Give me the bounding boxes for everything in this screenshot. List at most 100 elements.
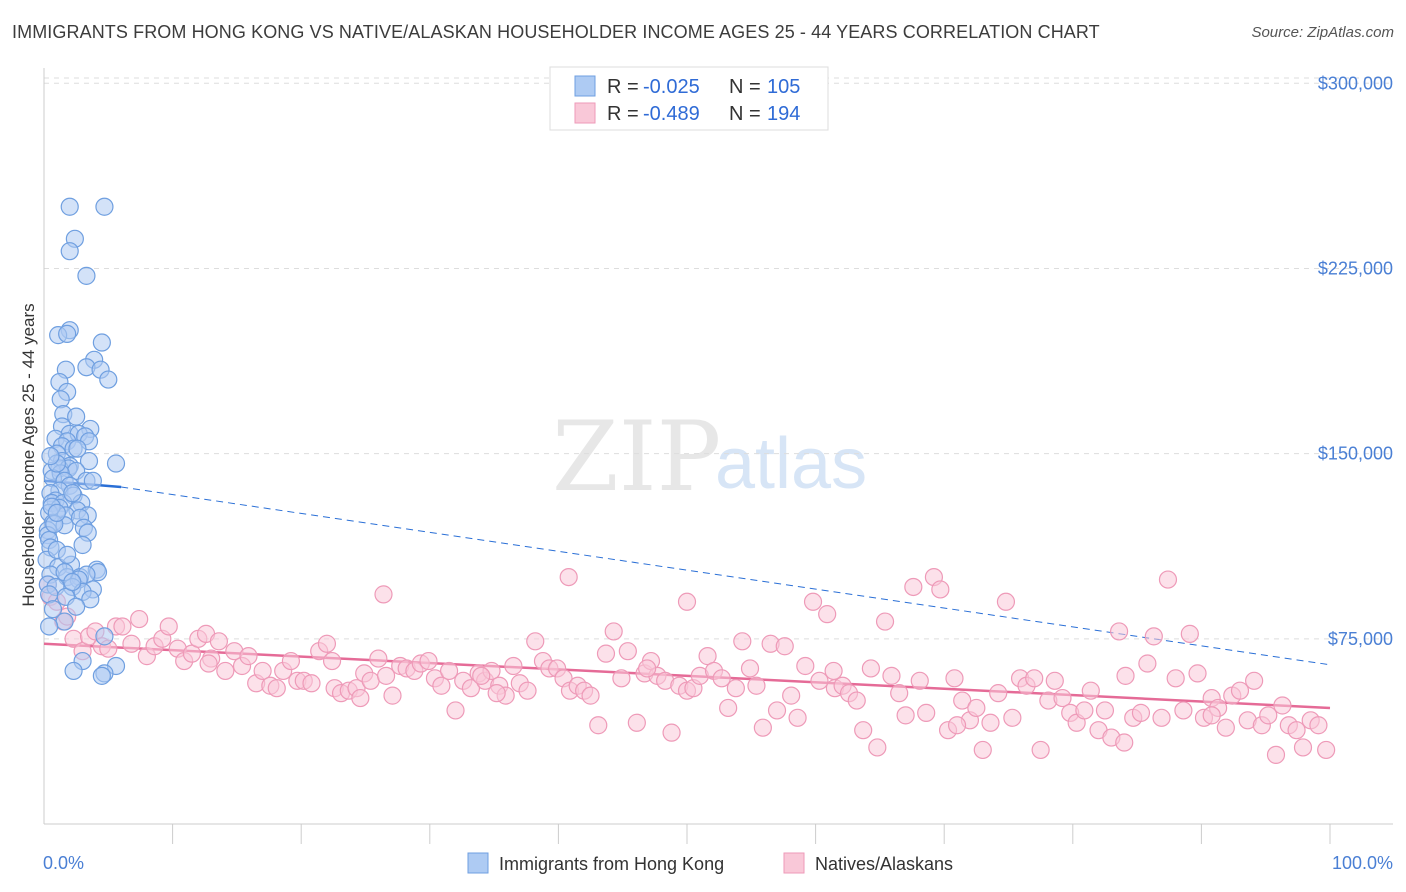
data-point-natives <box>953 691 972 710</box>
data-point-natives <box>638 659 657 678</box>
source-label: Source: ZipAtlas.com <box>1251 24 1394 41</box>
data-point-natives <box>351 688 370 708</box>
data-point-natives <box>209 632 228 651</box>
watermark-atlas: atlas <box>715 424 867 504</box>
data-point-natives <box>432 676 451 695</box>
data-point-natives <box>1045 671 1064 690</box>
data-point-natives <box>803 592 823 611</box>
data-point-natives <box>788 708 807 727</box>
watermark-zip: ZIP <box>552 401 721 513</box>
data-point-natives <box>719 698 738 718</box>
data-point-hong-kong <box>60 197 79 216</box>
data-point-natives <box>753 718 772 737</box>
data-point-natives <box>1216 718 1235 737</box>
legend-r-label-2: R = <box>607 103 639 125</box>
data-point-natives <box>1116 666 1135 685</box>
chart-title: IMMIGRANTS FROM HONG KONG VS NATIVE/ALAS… <box>12 22 1100 42</box>
data-point-natives <box>322 651 342 671</box>
data-point-natives <box>875 612 895 631</box>
data-point-natives <box>861 659 880 678</box>
legend-r-label-1: R = <box>607 76 639 98</box>
data-point-natives <box>890 684 909 703</box>
data-point-hong-kong <box>40 617 59 636</box>
data-point-natives <box>376 666 396 685</box>
legend-n-value-1: 105 <box>767 76 800 98</box>
data-point-natives <box>1317 740 1336 760</box>
data-point-natives <box>581 686 600 705</box>
legend-swatch-natives <box>574 102 596 124</box>
data-point-hong-kong <box>68 439 87 458</box>
data-point-natives <box>130 609 149 629</box>
data-point-natives <box>740 659 760 678</box>
data-point-natives <box>847 691 866 710</box>
data-point-natives <box>1309 716 1328 735</box>
data-point-natives <box>596 644 616 663</box>
data-point-hong-kong <box>60 242 79 261</box>
data-point-natives <box>767 701 787 720</box>
data-point-natives <box>896 706 915 725</box>
data-point-hong-kong <box>81 590 100 609</box>
data-point-natives <box>1081 681 1100 700</box>
x-tick-label-end: 100.0% <box>1332 853 1393 873</box>
data-point-natives <box>782 686 801 705</box>
data-point-natives <box>917 703 936 722</box>
data-point-natives <box>618 642 637 661</box>
data-point-hong-kong <box>95 197 114 216</box>
data-point-natives <box>910 671 929 690</box>
data-point-natives <box>981 713 1000 732</box>
legend-r-value-2: -0.489 <box>643 103 700 125</box>
y-tick-label: $300,000 <box>1318 73 1393 93</box>
data-point-hong-kong <box>92 666 111 685</box>
data-point-natives <box>369 649 388 668</box>
data-point-hong-kong <box>92 333 111 352</box>
data-point-natives <box>1188 664 1207 683</box>
data-point-natives <box>1025 669 1044 688</box>
data-point-hong-kong <box>73 535 92 555</box>
data-point-natives <box>733 632 752 651</box>
data-point-hong-kong <box>41 447 60 466</box>
data-point-natives <box>604 622 623 641</box>
data-point-natives <box>973 740 992 760</box>
data-point-hong-kong <box>63 572 82 592</box>
data-point-hong-kong <box>67 597 86 616</box>
data-point-natives <box>712 669 731 688</box>
data-point-natives <box>1109 622 1129 641</box>
data-point-natives <box>1273 696 1292 715</box>
y-tick-label: $75,000 <box>1328 629 1393 649</box>
y-tick-label: $225,000 <box>1318 258 1393 278</box>
bottom-legend-label-hong-kong: Immigrants from Hong Kong <box>499 854 724 874</box>
data-point-natives <box>726 679 745 698</box>
data-point-natives <box>487 684 506 703</box>
trend-line-solid <box>43 642 1331 710</box>
data-point-natives <box>1230 681 1250 700</box>
data-point-natives <box>1266 745 1286 764</box>
data-point-hong-kong <box>106 454 126 473</box>
data-point-natives <box>775 637 794 656</box>
legend-n-label-2: N = <box>729 103 761 125</box>
data-point-natives <box>1031 740 1050 760</box>
data-point-natives <box>1202 706 1221 725</box>
data-point-hong-kong <box>43 600 63 619</box>
data-point-natives <box>446 701 465 720</box>
data-point-hong-kong <box>55 612 74 631</box>
data-point-natives <box>419 651 438 671</box>
data-point-natives <box>627 713 646 732</box>
data-point-natives <box>796 656 815 676</box>
data-point-natives <box>996 592 1016 611</box>
data-point-natives <box>1131 703 1151 722</box>
legend-swatch-hong-kong <box>574 75 596 97</box>
data-point-hong-kong <box>47 503 66 522</box>
data-point-natives <box>159 617 178 636</box>
data-point-natives <box>931 580 950 599</box>
data-point-natives <box>945 669 964 688</box>
legend-n-value-2: 194 <box>767 103 800 125</box>
data-point-natives <box>1138 654 1157 673</box>
data-point-natives <box>317 634 337 653</box>
y-axis-label: Householder Income Ages 25 - 44 years <box>19 303 38 606</box>
data-point-natives <box>302 674 321 693</box>
data-point-natives <box>1053 688 1072 708</box>
bottom-legend: Immigrants from Hong Kong Natives/Alaska… <box>467 852 953 874</box>
data-point-natives <box>818 605 837 624</box>
data-point-natives <box>747 676 766 695</box>
data-point-hong-kong <box>99 370 118 389</box>
